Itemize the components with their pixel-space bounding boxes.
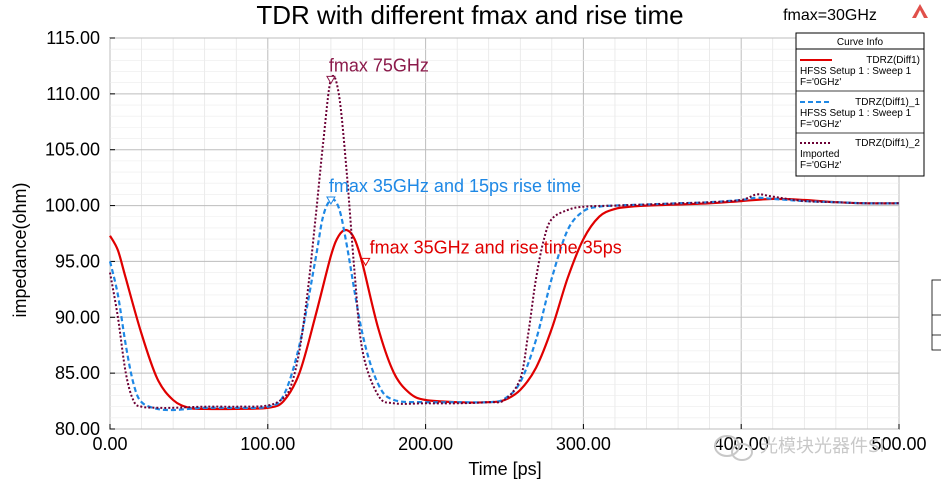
annotation-label: fmax 75GHz [329, 55, 429, 75]
y-tick-label: 105.00 [45, 140, 100, 160]
plot-area [109, 37, 900, 430]
fmax-corner-label: fmax=30GHz [783, 7, 877, 24]
series-line-2 [108, 196, 900, 412]
legend-entry-text: Imported [800, 149, 839, 160]
annotation-label: fmax 35GHz and rise time 35ps [370, 237, 622, 257]
y-tick-label: 80.00 [55, 419, 100, 439]
annotation-marker [326, 196, 336, 205]
legend-box [795, 32, 925, 177]
x-tick-label: 500.00 [871, 434, 926, 454]
legend-entry-text: TDRZ(Diff1)_2 [855, 138, 920, 149]
watermark: 光模块光器件SI [714, 435, 885, 461]
legend-entry-text: HFSS Setup 1 : Sweep 1 [800, 108, 912, 119]
legend[interactable]: Curve Info TDRZ(Diff1)HFSS Setup 1 : Swe… [795, 32, 925, 177]
x-tick-label: 200.00 [398, 434, 453, 454]
chat-bubble-icon [714, 435, 753, 461]
side-panel-fragment [931, 279, 941, 351]
annotations: fmax 75GHz fmax 35GHz and 15ps rise time f… [326, 55, 622, 267]
y-tick-labels: 80.00 85.00 90.00 95.00 100.00 105.00 110.00 11… [45, 28, 115, 439]
y-tick-label: 100.00 [45, 196, 100, 216]
ansys-logo-icon [912, 4, 928, 18]
legend-entry-text: HFSS Setup 1 : Sweep 1 [800, 66, 912, 77]
x-tick-labels: 0.00 100.00 200.00 300.00 400.00 500.00 [92, 424, 927, 454]
annotation-marker [360, 257, 371, 267]
legend-entry-text: TDRZ(Diff1) [866, 55, 920, 66]
legend-entry-text: TDRZ(Diff1)_1 [855, 97, 920, 108]
series-line-3 [109, 74, 900, 409]
grid [109, 37, 900, 430]
legend-entry-text: F='0GHz' [800, 77, 841, 88]
y-tick-label: 85.00 [55, 363, 100, 383]
annotation-marker [326, 75, 336, 85]
y-tick-label: 115.00 [46, 28, 100, 48]
annotation-label: fmax 35GHz and 15ps rise time [329, 176, 581, 196]
y-tick-label: 90.00 [55, 307, 100, 327]
chart-title: TDR with different fmax and rise time [256, 0, 683, 30]
watermark-text: 光模块光器件SI [760, 436, 885, 457]
x-tick-label: 100.00 [240, 434, 295, 454]
legend-entry-text: F='0GHz' [800, 160, 841, 171]
x-axis-label: Time [ps] [468, 459, 541, 479]
y-axis-label: impedance(ohm) [10, 182, 30, 317]
legend-entry-text: F='0GHz' [800, 119, 841, 130]
x-tick-label: 300.00 [556, 434, 611, 454]
legend-entry[interactable]: TDRZ(Diff1)HFSS Setup 1 : Sweep 1F='0GHz… [796, 55, 924, 92]
series-lines [108, 74, 900, 412]
y-tick-label: 110.00 [46, 84, 100, 104]
legend-title: Curve Info [837, 37, 884, 48]
y-tick-label: 95.00 [55, 251, 100, 271]
x-tick-label: 0.00 [92, 434, 127, 454]
